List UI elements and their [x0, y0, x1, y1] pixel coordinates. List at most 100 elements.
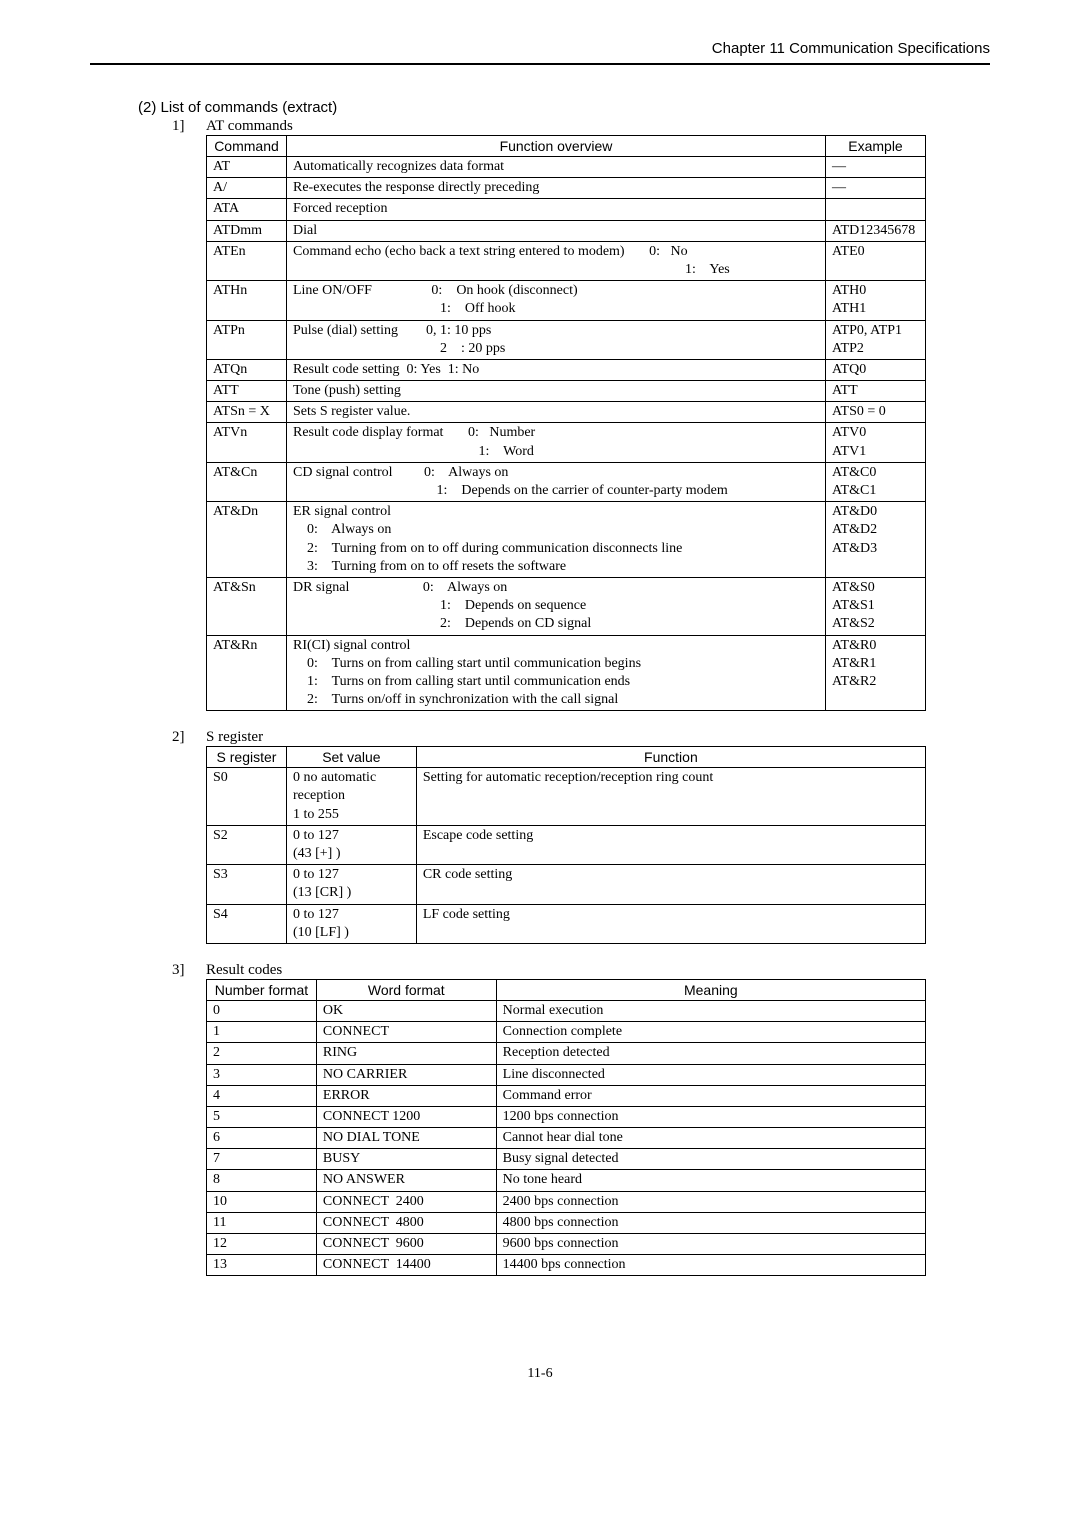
- t1-ex: [825, 199, 925, 220]
- t2-fn: CR code setting: [416, 865, 925, 904]
- t1-cmd: ATSn = X: [207, 402, 287, 423]
- t3-word: NO CARRIER: [316, 1064, 496, 1085]
- t3-num: 0: [207, 1000, 317, 1021]
- t1-ex: ATP0, ATP1 ATP2: [825, 320, 925, 359]
- table-row: AT&RnRI(CI) signal control 0: Turns on f…: [207, 635, 926, 711]
- t1-fn: Result code display format 0: Number 1: …: [286, 423, 825, 462]
- t3-word: BUSY: [316, 1149, 496, 1170]
- table-row: 10CONNECT 24002400 bps connection: [207, 1191, 926, 1212]
- t3-word: NO DIAL TONE: [316, 1128, 496, 1149]
- t1-ex: ATV0 ATV1: [825, 423, 925, 462]
- t3-word: CONNECT 14400: [316, 1255, 496, 1276]
- table-row: ATPnPulse (dial) setting 0, 1: 10 pps 2 …: [207, 320, 926, 359]
- table-row: 12CONNECT 96009600 bps connection: [207, 1234, 926, 1255]
- header-rule: [90, 63, 990, 65]
- table-row: 7BUSYBusy signal detected: [207, 1149, 926, 1170]
- t2-reg: S4: [207, 904, 287, 943]
- table-row: 1CONNECTConnection complete: [207, 1022, 926, 1043]
- subsection-3-num: 3]: [172, 962, 206, 979]
- t1-ex: ATD12345678: [825, 220, 925, 241]
- t3-word: CONNECT 4800: [316, 1212, 496, 1233]
- table-row: AT&DnER signal control 0: Always on 2: T…: [207, 502, 926, 578]
- t2-fn: LF code setting: [416, 904, 925, 943]
- t1-fn: DR signal 0: Always on 1: Depends on seq…: [286, 577, 825, 635]
- t2-reg: S3: [207, 865, 287, 904]
- t2-fn: Escape code setting: [416, 825, 925, 864]
- t1-fn: Automatically recognizes data format: [286, 157, 825, 178]
- t1-cmd: ATVn: [207, 423, 287, 462]
- t1-cmd: A/: [207, 178, 287, 199]
- t1-fn: Forced reception: [286, 199, 825, 220]
- subsection-3-label: Result codes: [206, 962, 282, 979]
- subsection-1-title: 1] AT commands: [172, 118, 990, 135]
- t3-mean: 2400 bps connection: [496, 1191, 925, 1212]
- t3-num: 1: [207, 1022, 317, 1043]
- t3-mean: No tone heard: [496, 1170, 925, 1191]
- t1-ex: AT&C0 AT&C1: [825, 462, 925, 501]
- table-row: ATAForced reception: [207, 199, 926, 220]
- table-row: AT&CnCD signal control 0: Always on 1: D…: [207, 462, 926, 501]
- t1-ex: ATE0: [825, 241, 925, 280]
- t1-cmd: ATA: [207, 199, 287, 220]
- t2-val: 0 to 127 (10 [LF] ): [286, 904, 416, 943]
- t2-fn: Setting for automatic reception/receptio…: [416, 768, 925, 826]
- table-row: ATQnResult code setting 0: Yes 1: NoATQ0: [207, 359, 926, 380]
- t1-fn: Sets S register value.: [286, 402, 825, 423]
- t3-num: 4: [207, 1085, 317, 1106]
- t1-ex: —: [825, 178, 925, 199]
- table-row: ATSn = XSets S register value.ATS0 = 0: [207, 402, 926, 423]
- t1-cmd: ATPn: [207, 320, 287, 359]
- t3-num: 11: [207, 1212, 317, 1233]
- t3-mean: Normal execution: [496, 1000, 925, 1021]
- t1-cmd: AT&Rn: [207, 635, 287, 711]
- t3-mean: Connection complete: [496, 1022, 925, 1043]
- t3-mean: Reception detected: [496, 1043, 925, 1064]
- table-row: 0OKNormal execution: [207, 1000, 926, 1021]
- t1-head-function: Function overview: [286, 136, 825, 157]
- s-register-table: S register Set value Function S00 no aut…: [206, 746, 926, 944]
- t3-word: RING: [316, 1043, 496, 1064]
- t1-ex: ATH0 ATH1: [825, 281, 925, 320]
- t1-fn: Line ON/OFF 0: On hook (disconnect) 1: O…: [286, 281, 825, 320]
- t1-fn: RI(CI) signal control 0: Turns on from c…: [286, 635, 825, 711]
- t3-word: CONNECT 9600: [316, 1234, 496, 1255]
- t2-val: 0 to 127 (43 [+] ): [286, 825, 416, 864]
- table-row: AT&SnDR signal 0: Always on 1: Depends o…: [207, 577, 926, 635]
- t3-word: NO ANSWER: [316, 1170, 496, 1191]
- t3-num: 5: [207, 1106, 317, 1127]
- t3-mean: Command error: [496, 1085, 925, 1106]
- t3-mean: 1200 bps connection: [496, 1106, 925, 1127]
- t3-word: OK: [316, 1000, 496, 1021]
- t1-cmd: ATHn: [207, 281, 287, 320]
- t1-fn: Pulse (dial) setting 0, 1: 10 pps 2 : 20…: [286, 320, 825, 359]
- t1-ex: ATQ0: [825, 359, 925, 380]
- table-row: ATHnLine ON/OFF 0: On hook (disconnect) …: [207, 281, 926, 320]
- subsection-1-label: AT commands: [206, 118, 293, 135]
- t2-head-fn: Function: [416, 747, 925, 768]
- table-row: S30 to 127 (13 [CR] )CR code setting: [207, 865, 926, 904]
- t3-mean: Line disconnected: [496, 1064, 925, 1085]
- t1-cmd: ATEn: [207, 241, 287, 280]
- table-row: ATDmmDialATD12345678: [207, 220, 926, 241]
- subsection-1-num: 1]: [172, 118, 206, 135]
- t1-cmd: AT&Cn: [207, 462, 287, 501]
- t3-mean: 4800 bps connection: [496, 1212, 925, 1233]
- t1-ex: AT&D0 AT&D2 AT&D3: [825, 502, 925, 578]
- t1-fn: ER signal control 0: Always on 2: Turnin…: [286, 502, 825, 578]
- t3-num: 2: [207, 1043, 317, 1064]
- t3-mean: Cannot hear dial tone: [496, 1128, 925, 1149]
- chapter-title: Chapter 11 Communication Specifications: [90, 40, 990, 63]
- t1-cmd: ATT: [207, 381, 287, 402]
- at-commands-table: Command Function overview Example ATAuto…: [206, 135, 926, 711]
- t1-cmd: ATDmm: [207, 220, 287, 241]
- table-row: S00 no automatic reception 1 to 255Setti…: [207, 768, 926, 826]
- t3-word: CONNECT 1200: [316, 1106, 496, 1127]
- t1-cmd: AT&Sn: [207, 577, 287, 635]
- t1-fn: Command echo (echo back a text string en…: [286, 241, 825, 280]
- page-number: 11-6: [90, 1366, 990, 1382]
- t2-head-reg: S register: [207, 747, 287, 768]
- t3-mean: 14400 bps connection: [496, 1255, 925, 1276]
- t1-head-example: Example: [825, 136, 925, 157]
- subsection-2-num: 2]: [172, 729, 206, 746]
- t3-mean: 9600 bps connection: [496, 1234, 925, 1255]
